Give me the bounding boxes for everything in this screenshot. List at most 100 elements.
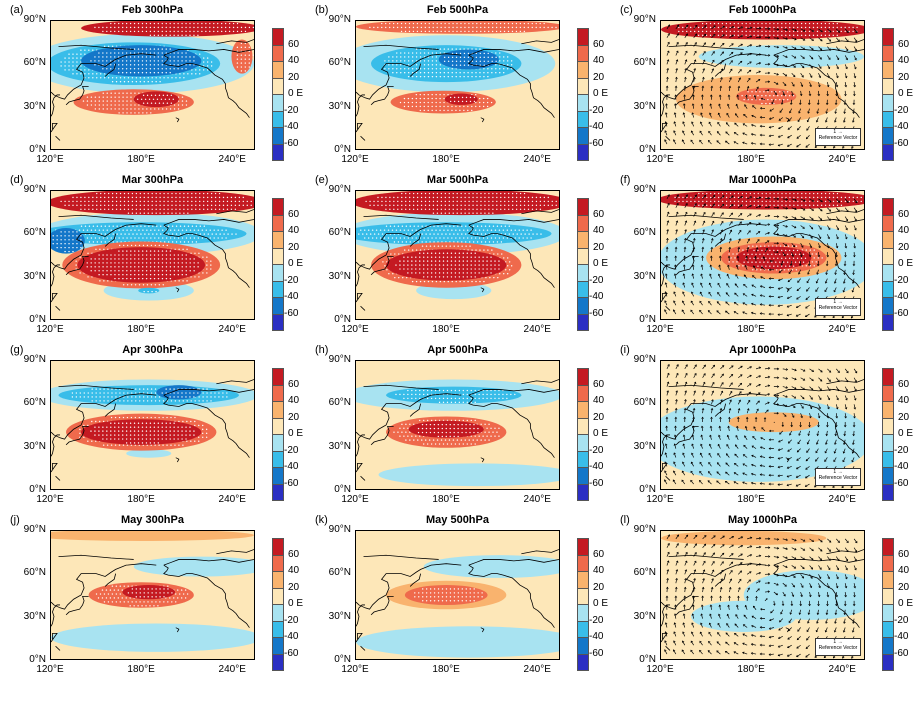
positive-anomaly-region [51,531,254,541]
latitude-tick-label: 90°N [23,184,46,195]
colorbar-tick-label: 0 E [593,428,609,439]
significance-stipple [395,389,516,404]
colorbar-swatch [577,61,589,79]
coastline [104,233,117,247]
colorbar [577,198,589,331]
colorbar-tick-label: 0 E [288,428,304,439]
reference-vector-value: 1 → [833,639,843,645]
colorbar-tick-label: 0 E [288,258,304,269]
panel: (j) May 300hPa 90°N 60°N 30°N 0°N 120°E 180°E 24… [0,510,303,680]
panel: (i) Apr 1000hPa 90°N 60°N 30°N 0°N 120°E 180°E 2… [610,340,913,510]
coastline [55,135,61,141]
panel-letter: (f) [620,174,631,186]
coastline [51,94,61,117]
coastline [51,393,157,440]
significance-stipple [358,225,542,243]
colorbar-swatch [272,538,284,556]
map-svg [51,379,254,481]
coastline [714,403,727,417]
longitude-tick-label: 120°E [36,664,64,675]
coastline [55,475,61,481]
colorbar-tick-label: -40 [894,461,909,472]
colorbar-swatch [577,637,589,655]
coastline [665,135,671,141]
colorbar-tick-label: 40 [898,55,910,66]
colorbar-swatch [882,313,894,331]
coastline [785,117,790,123]
colorbar-tick-label: 40 [288,225,300,236]
colorbar-tick-label: 60 [288,548,300,560]
longitude-tick-label: 240°E [218,494,246,505]
colorbar-swatch [577,384,589,402]
longitude-tick-label: 180°E [127,664,155,675]
coastline [521,379,559,385]
colorbar-tick-label: -20 [589,104,604,116]
coastline [668,44,744,50]
latitude-tick-label: 90°N [633,524,656,535]
colorbar-swatch [577,653,589,671]
negative-anomaly-region [691,600,797,632]
coastline [356,293,363,303]
positive-anomaly-region [444,93,478,105]
colorbar-tick-label: 40 [288,565,300,576]
coastline [665,305,671,311]
panel-letter: (d) [10,174,24,186]
panel-letter: (k) [315,514,328,526]
colorbar-swatch [577,620,589,638]
coastline [51,604,61,627]
colorbar-swatch [272,313,284,331]
colorbar-tick-label: -60 [589,477,604,489]
negative-anomaly-region [386,386,522,404]
colorbar-swatch [882,264,894,282]
longitude-tick-label: 120°E [341,154,369,165]
coastline [826,209,864,215]
negative-anomaly-region [423,555,559,578]
colorbar-tick-label: 40 [898,225,910,236]
colorbar-tick-label: -20 [894,614,909,626]
colorbar-swatch [272,77,284,95]
longitude-tick-label: 120°E [36,324,64,335]
coastline [216,549,254,555]
panel: (e) Mar 500hPa 90°N 60°N 30°N 0°N 120°E 180°E 24… [305,170,608,340]
colorbar-tick-label: 40 [288,55,300,66]
reference-vector-value: 1 → [833,469,843,475]
longitude-tick-label: 120°E [36,494,64,505]
negative-anomaly-region [126,449,172,458]
latitude-tick-label: 0°N [334,484,351,495]
colorbar-swatch [882,587,894,605]
coastline [409,233,422,247]
colorbar-tick-label: -20 [589,274,604,286]
colorbar-tick-label: -20 [589,444,604,456]
map-svg [661,21,864,149]
colorbar-swatch [882,571,894,589]
coastline [521,549,559,555]
colorbar-swatch [577,401,589,419]
coastline [163,389,254,396]
colorbar-tick-label: 0 E [288,598,304,609]
colorbar-tick-label: -40 [894,291,909,302]
significance-stipple [90,422,195,444]
panel-letter: (g) [10,344,24,356]
coastline [468,219,559,226]
colorbar-swatch [882,450,894,468]
panel-letter: (j) [10,514,20,526]
coastline [356,633,363,643]
latitude-tick-label: 90°N [633,184,656,195]
coastline [58,384,134,390]
coastline [163,219,254,226]
latitude-tick-label: 60°N [23,567,46,579]
latitude-tick-label: 60°N [633,227,656,239]
panel: (b) Feb 500hPa 90°N 60°N 30°N 0°N 120°E 180°E 24… [305,0,608,170]
panel-letter: (b) [315,4,329,16]
colorbar-tick-label: 60 [288,38,300,50]
coastline [675,595,699,616]
colorbar-tick-label: 60 [288,378,300,390]
wind-vector-field [664,364,858,489]
longitude-tick-label: 240°E [523,664,551,675]
coastline [468,49,559,56]
coastline [521,209,559,215]
coastline [370,255,394,276]
coastline [58,554,134,560]
colorbar-tick-label: 40 [593,395,605,406]
map-svg [51,21,254,141]
